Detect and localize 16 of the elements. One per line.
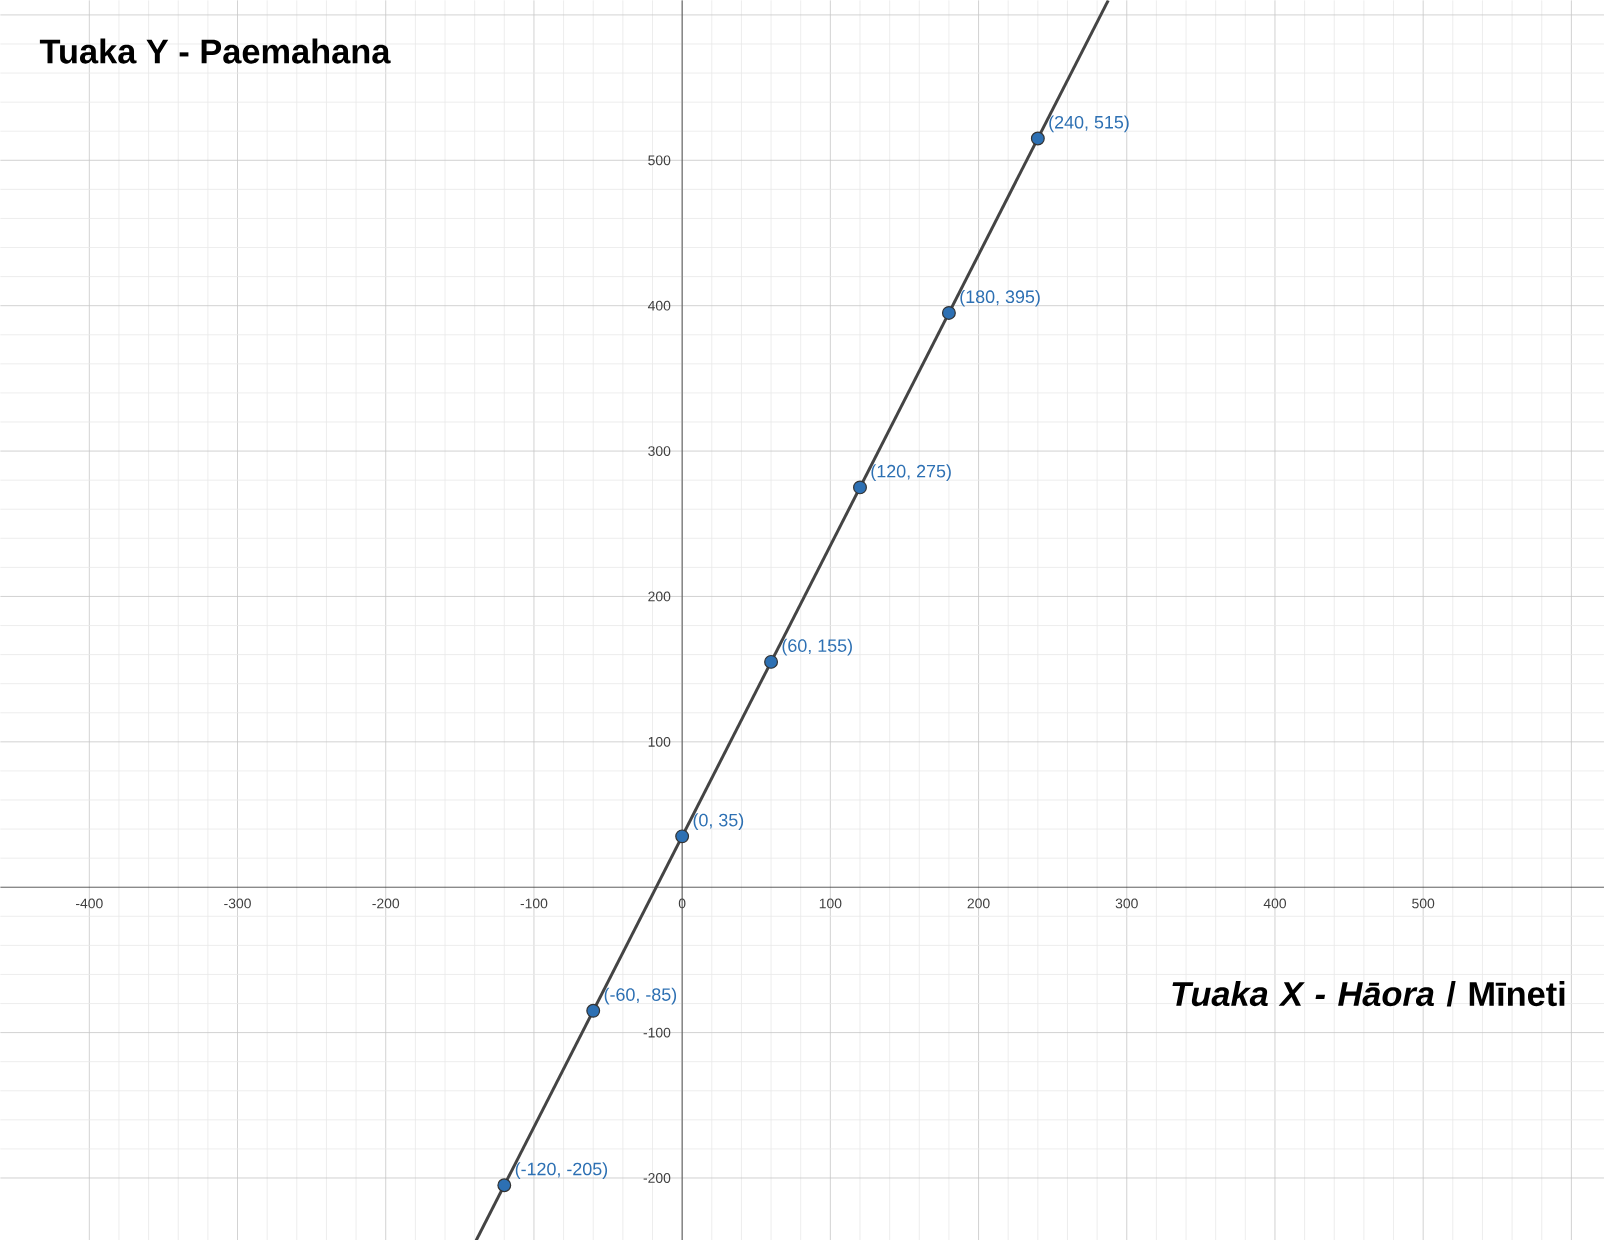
data-label: (-120, -205) (515, 1161, 608, 1179)
x-axis-title: Tuaka X - Hāora / Mīneti (1172, 980, 1565, 1007)
point (497, 1177, 512, 1192)
data-label: (240, 515) (1049, 115, 1129, 132)
point (764, 654, 779, 669)
point (853, 480, 867, 494)
point (941, 305, 956, 320)
y-axis-title: Tuaka Y - Paemahana (39, 37, 391, 64)
point (586, 1003, 601, 1018)
data-label: (180, 395) (960, 289, 1040, 307)
data-label: (0, 35) (693, 812, 744, 830)
point (675, 828, 690, 843)
data-label: (60, 155) (782, 638, 852, 656)
data-label: (120, 275) (871, 463, 951, 481)
data-label: (-60, -85) (604, 987, 677, 1004)
point (1030, 131, 1045, 146)
